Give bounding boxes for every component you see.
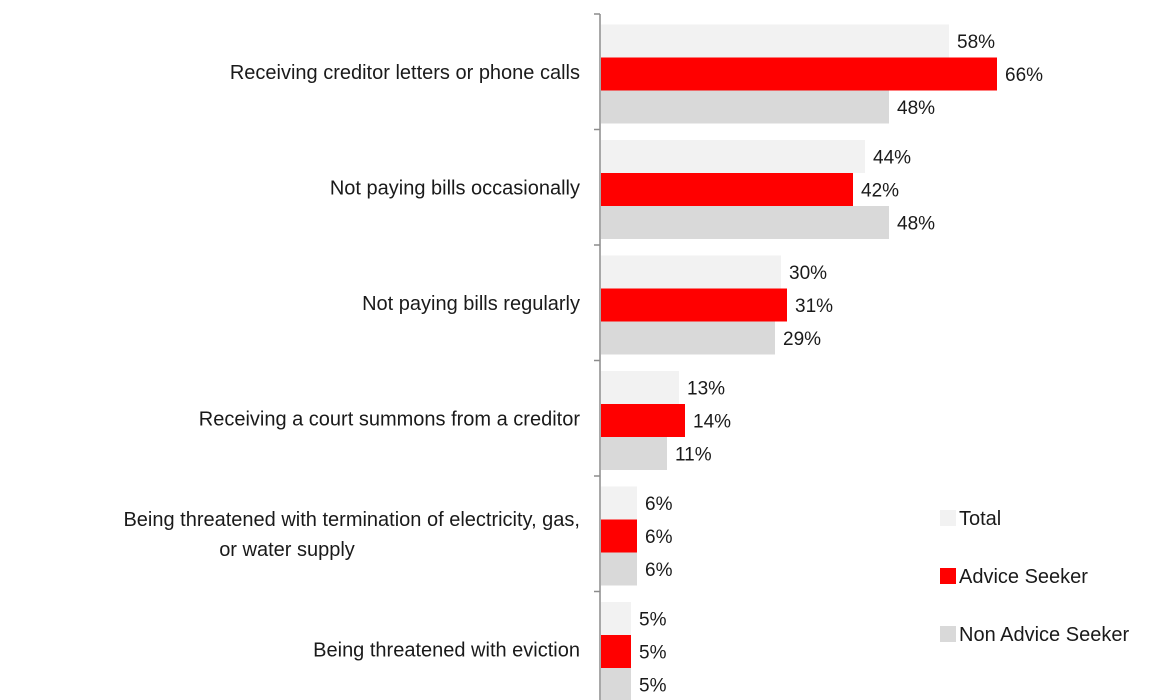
bar-total [601, 486, 637, 520]
category-axis [594, 13, 601, 700]
data-label: 6% [645, 527, 673, 548]
category-label: Being threatened with termination of ele… [123, 509, 580, 531]
category-label: or water supply [219, 539, 355, 561]
data-label: 66% [1005, 65, 1043, 86]
bar-non-advice-seeker [601, 437, 667, 470]
category-label: Being threatened with eviction [313, 639, 580, 661]
bar-advice-seeker [601, 519, 637, 553]
bar-total [601, 255, 781, 289]
category-labels-group: Receiving creditor letters or phone call… [123, 62, 580, 662]
data-label: 31% [795, 296, 833, 317]
legend-swatch [940, 510, 956, 526]
category-label: Receiving creditor letters or phone call… [230, 62, 580, 84]
value-labels-group: 58% 66% 48% 44% 42% 48% 30% 31% 29% 13% 14% 11% 6% 6%… [639, 32, 1043, 697]
bar-non-advice-seeker [601, 206, 889, 239]
bars-group [601, 24, 997, 700]
data-label: 13% [687, 379, 725, 400]
category-label: Receiving a court summons from a credito… [199, 408, 581, 430]
bar-total [601, 371, 679, 404]
data-label: 48% [897, 214, 935, 235]
bar-advice-seeker [601, 404, 685, 437]
bar-advice-seeker [601, 288, 787, 322]
legend: Total Advice Seeker Non Advice Seeker [940, 508, 1129, 646]
bar-total [601, 140, 865, 173]
bar-advice-seeker [601, 57, 997, 91]
category-label: Not paying bills occasionally [330, 177, 580, 199]
legend-swatch [940, 568, 956, 584]
data-label: 48% [897, 98, 935, 119]
data-label: 11% [675, 445, 712, 466]
data-label: 5% [639, 610, 667, 631]
data-label: 42% [861, 181, 899, 202]
legend-swatch [940, 626, 956, 642]
bar-total [601, 602, 631, 635]
category-label: Not paying bills regularly [362, 293, 580, 315]
legend-label: Total [959, 508, 1001, 530]
bar-advice-seeker [601, 173, 853, 206]
data-label: 29% [783, 329, 821, 350]
data-label: 5% [639, 643, 667, 664]
bar-non-advice-seeker [601, 552, 637, 586]
data-label: 44% [873, 148, 911, 169]
legend-label: Advice Seeker [959, 566, 1088, 588]
bar-non-advice-seeker [601, 321, 775, 355]
data-label: 5% [639, 676, 667, 697]
data-label: 30% [789, 263, 827, 284]
bar-advice-seeker [601, 635, 631, 668]
data-label: 58% [957, 32, 995, 53]
bar-non-advice-seeker [601, 668, 631, 700]
bar-non-advice-seeker [601, 90, 889, 124]
bar-total [601, 24, 949, 58]
data-label: 6% [645, 494, 673, 515]
data-label: 14% [693, 412, 731, 433]
legend-label: Non Advice Seeker [959, 624, 1129, 646]
data-label: 6% [645, 560, 673, 581]
